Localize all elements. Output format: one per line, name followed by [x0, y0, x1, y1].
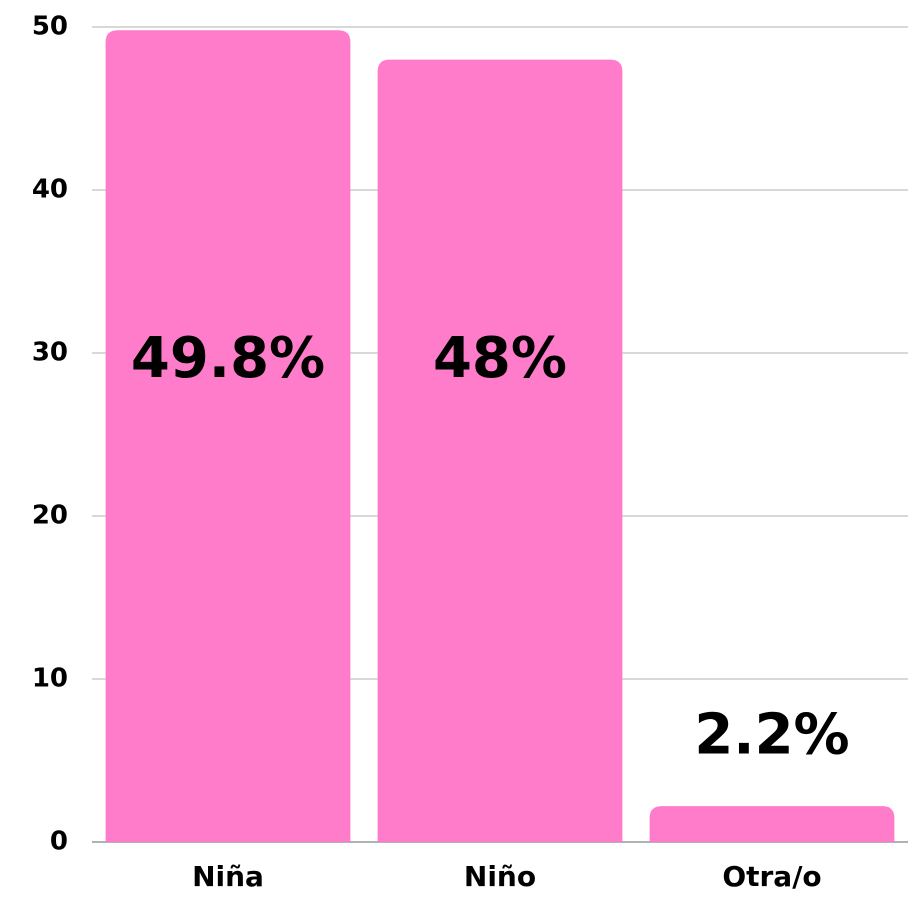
y-tick-label: 40: [32, 175, 68, 205]
y-tick-label: 30: [32, 338, 68, 368]
bar: [649, 806, 895, 842]
data-label: 2.2%: [694, 702, 849, 767]
bar: [105, 30, 351, 842]
data-label: 48%: [433, 326, 567, 391]
x-tick-label: Otra/o: [722, 860, 821, 893]
y-tick-label: 0: [50, 827, 68, 857]
bar: [377, 59, 623, 843]
data-label: 49.8%: [131, 326, 325, 391]
x-tick-label: Niño: [464, 860, 536, 893]
y-tick-label: 50: [32, 12, 68, 42]
y-tick-label: 10: [32, 664, 68, 694]
y-tick-label: 20: [32, 501, 68, 531]
x-tick-label: Niña: [192, 860, 264, 893]
